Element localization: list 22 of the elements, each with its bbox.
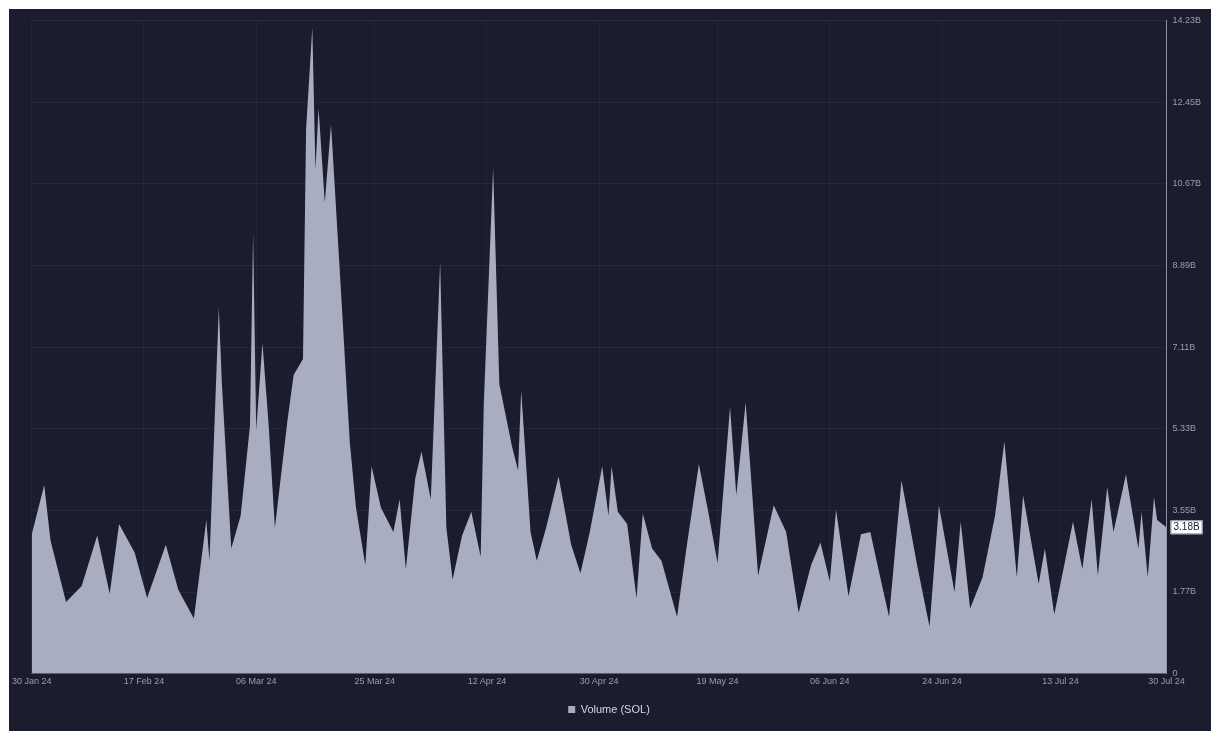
y-tick-label: 12.45B	[1172, 96, 1202, 107]
y-tick-label: 3.55B	[1172, 504, 1197, 515]
x-tick-label: 24 Jun 24	[922, 676, 962, 687]
x-tick-label: 12 Apr 24	[467, 676, 507, 687]
annotation: 3.18B	[1173, 521, 1200, 533]
y-tick-label: 10.67B	[1172, 178, 1202, 189]
x-tick-label: 06 Jun 24	[810, 676, 850, 687]
x-tick-label: 06 Mar 24	[235, 676, 277, 687]
x-tick-label: 25 Mar 24	[354, 676, 395, 687]
y-tick-label: 1.77B	[1172, 586, 1197, 597]
legend-label: Volume (SOL)	[580, 702, 650, 715]
x-tick-label: 19 May 24	[696, 676, 739, 687]
x-tick-label: 30 Apr 24	[579, 676, 619, 687]
x-tick-label: 17 Feb 24	[123, 676, 165, 687]
x-tick-label: 30 Jan 24	[11, 676, 52, 687]
y-tick-label: 14.23B	[1172, 14, 1202, 25]
x-tick-label: 13 Jul 24	[1042, 676, 1079, 687]
y-tick-label: 7.11B	[1172, 341, 1196, 352]
y-tick-label: 0	[1172, 667, 1178, 678]
y-tick-label: 8.89B	[1172, 259, 1197, 270]
y-tick-label: 5.33B	[1172, 423, 1197, 434]
x-tick-label: 30 Jul 24	[1148, 676, 1185, 687]
